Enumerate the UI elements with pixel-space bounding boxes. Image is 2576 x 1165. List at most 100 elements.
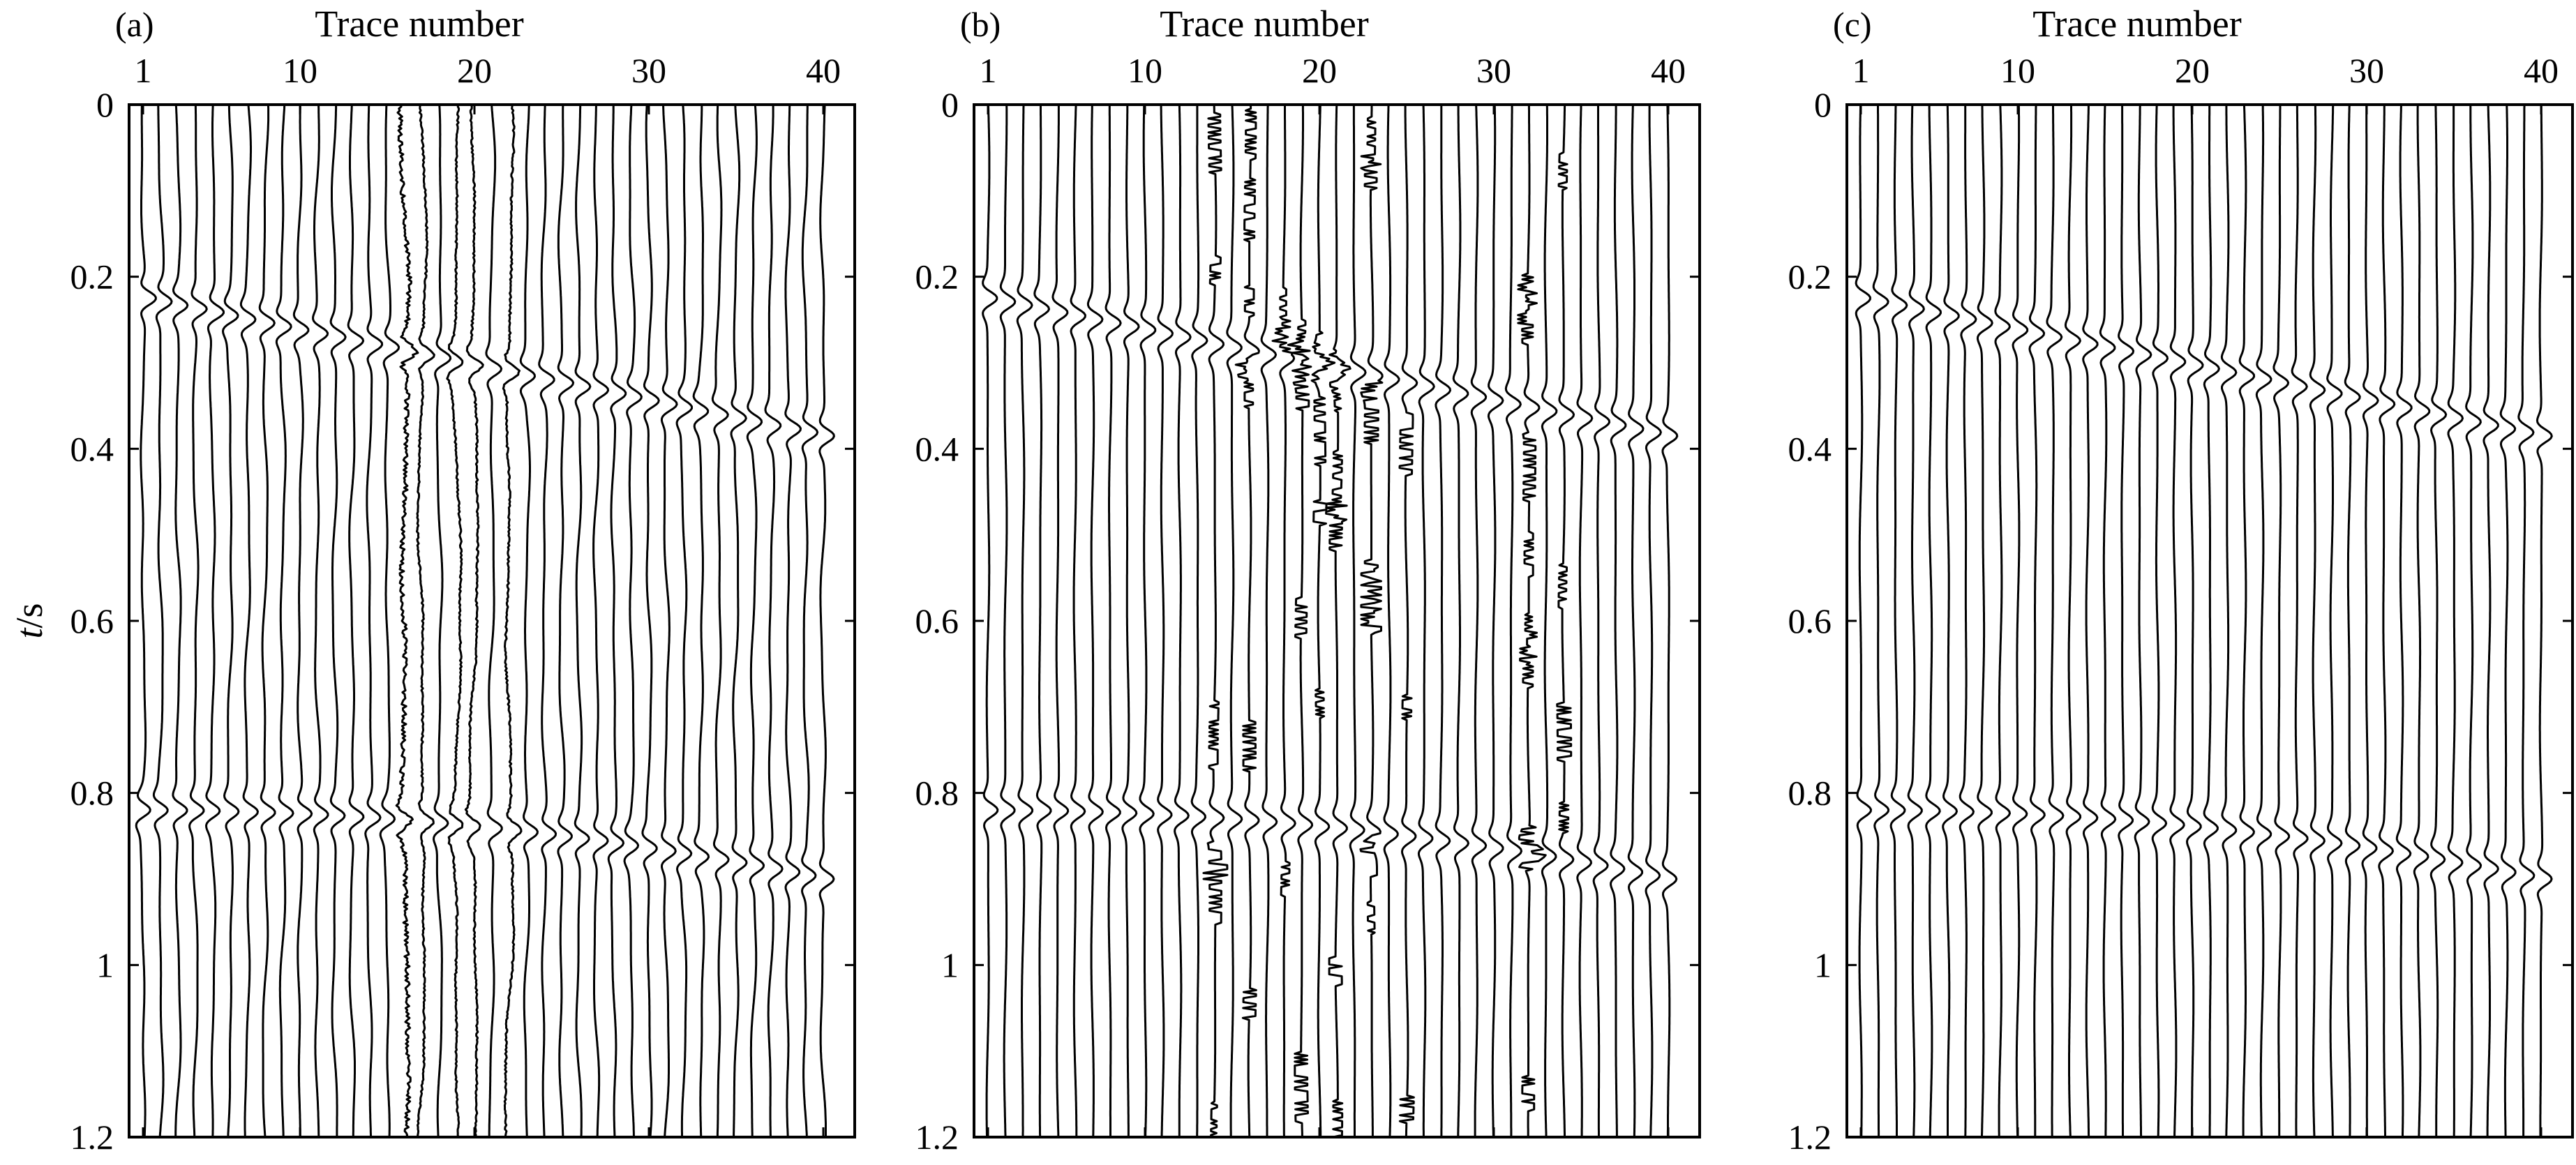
x-tick-label: 10: [2000, 51, 2035, 90]
y-axis-title: t/s: [8, 603, 50, 638]
trace-20: [464, 105, 484, 1137]
trace-12: [329, 105, 347, 1137]
trace-5: [1925, 105, 1942, 1137]
trace-23: [2238, 105, 2256, 1137]
y-tick-label: 0.4: [70, 429, 114, 468]
trace-32: [675, 105, 693, 1137]
plot-frame: [128, 103, 856, 1138]
trace-8: [1976, 105, 1993, 1137]
trace-17: [416, 105, 435, 1137]
trace-34: [1556, 105, 1575, 1137]
trace-15: [379, 105, 400, 1137]
y-tick-label: 1.2: [915, 1118, 959, 1157]
x-tick-label: 20: [1302, 51, 1337, 90]
trace-15: [2099, 105, 2117, 1137]
x-axis-title: Trace number: [1160, 3, 1368, 45]
trace-13: [2064, 105, 2082, 1137]
trace-36: [746, 105, 765, 1137]
trace-18: [1271, 105, 1296, 1137]
plot-frame: [973, 103, 1701, 1138]
trace-28: [2326, 105, 2343, 1137]
panel-label: (b): [960, 5, 1001, 44]
trace-24: [2255, 105, 2272, 1137]
trace-29: [623, 105, 643, 1137]
panel-a: (a) Trace number t/s 1 10 20 30 40 0 0.2 0.4 0.6 0.8…: [8, 3, 856, 1157]
trace-12: [1174, 105, 1192, 1137]
panel-c: (c) Trace number 1 10 20 30 40 0 0.2 0.4 0.6 0.8 1 1.…: [1788, 3, 2574, 1157]
trace-10: [292, 105, 313, 1137]
x-tick-label: 1: [980, 51, 997, 90]
trace-6: [1070, 105, 1086, 1137]
x-tick-label: 1: [1852, 51, 1870, 90]
trace-16: [395, 105, 419, 1137]
trace-34: [2429, 105, 2448, 1137]
trace-28: [1452, 105, 1469, 1137]
trace-30: [1487, 105, 1504, 1137]
trace-19: [446, 105, 464, 1137]
trace-15: [1226, 105, 1243, 1137]
y-tick-label: 0.2: [1788, 257, 1832, 296]
trace-5: [1051, 105, 1070, 1137]
trace-37: [764, 105, 784, 1137]
trace-3: [172, 105, 189, 1137]
x-tick-label: 40: [806, 51, 841, 90]
x-tick-label: 10: [283, 51, 317, 90]
trace-21: [2203, 105, 2220, 1137]
x-tick-label: 30: [2349, 51, 2384, 90]
trace-27: [2309, 105, 2326, 1137]
trace-26: [2291, 105, 2309, 1137]
x-tick-label: 10: [1128, 51, 1162, 90]
trace-18: [2151, 105, 2169, 1137]
trace-32: [1517, 105, 1547, 1137]
y-tick-label: 0: [96, 85, 114, 124]
trace-27: [1435, 105, 1451, 1137]
y-tick-label: 0.8: [70, 774, 114, 813]
x-tick-label: 30: [1476, 51, 1511, 90]
trace-30: [2361, 105, 2379, 1137]
x-tick-label: 20: [2175, 51, 2210, 90]
trace-7: [239, 105, 259, 1137]
trace-6: [222, 105, 240, 1137]
trace-3: [1016, 105, 1034, 1137]
y-axis-title-var: t: [8, 627, 50, 639]
y-tick-label: 1: [96, 945, 114, 984]
y-tick-label: 0.8: [915, 774, 959, 813]
trace-12: [2046, 105, 2065, 1137]
y-tick-label: 0: [1814, 85, 1832, 124]
y-tick-label: 1: [941, 945, 959, 984]
trace-6: [1942, 105, 1960, 1137]
trace-2: [152, 105, 173, 1137]
panel-label: (c): [1833, 5, 1872, 44]
trace-39: [2517, 105, 2536, 1137]
trace-13: [347, 105, 365, 1137]
trace-23: [519, 105, 539, 1137]
y-tick-label: 0.2: [70, 257, 114, 296]
y-tick-label: 0.6: [915, 601, 959, 640]
trace-40: [818, 105, 835, 1137]
trace-25: [557, 105, 575, 1137]
trace-8: [1104, 105, 1122, 1137]
panel-b: (b) Trace number 1 10 20 30 40 0 0.2 0.4 0.6 0.8 1 1.…: [915, 3, 1701, 1157]
plot-frame: [1845, 103, 2574, 1138]
trace-9: [275, 105, 294, 1137]
trace-35: [2447, 105, 2464, 1137]
y-tick-label: 0.8: [1788, 774, 1832, 813]
trace-7: [1086, 105, 1104, 1137]
trace-38: [1627, 105, 1645, 1137]
trace-1: [982, 105, 999, 1137]
trace-4: [188, 105, 208, 1137]
trace-20: [2186, 105, 2204, 1137]
trace-9: [1994, 105, 2011, 1137]
trace-1: [135, 105, 157, 1137]
trace-11: [2028, 105, 2046, 1137]
x-tick-label: 40: [1651, 51, 1686, 90]
y-tick-label: 0.4: [1788, 429, 1832, 468]
trace-30: [641, 105, 660, 1137]
trace-29: [1470, 105, 1488, 1137]
trace-3: [1889, 105, 1908, 1137]
trace-2: [999, 105, 1017, 1137]
x-tick-label: 30: [631, 51, 666, 90]
trace-11: [312, 105, 329, 1137]
trace-22: [502, 105, 523, 1137]
